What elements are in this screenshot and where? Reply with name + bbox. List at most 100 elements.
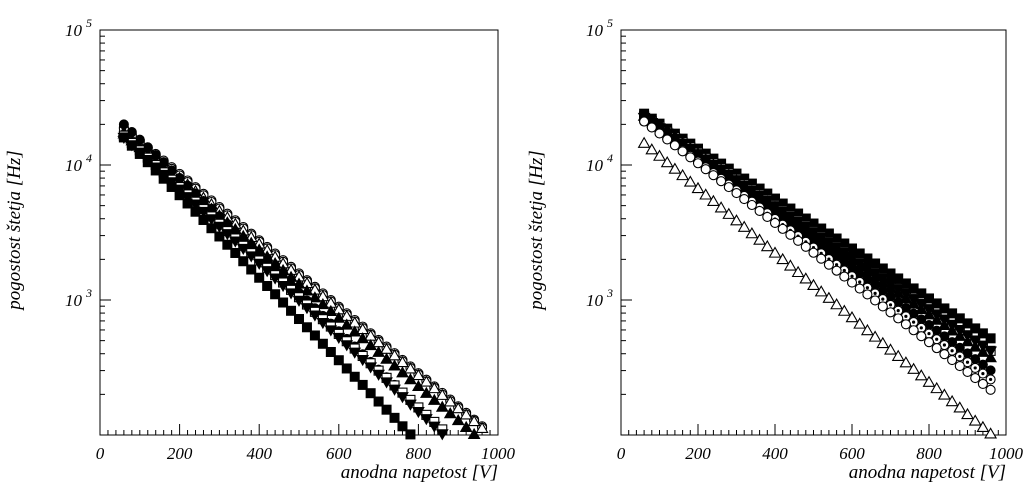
left-point-filled-square — [127, 141, 136, 150]
left-point-filled-square — [279, 298, 288, 307]
left-point-filled-square — [406, 430, 415, 439]
right-point-circle-dot-dot — [951, 349, 954, 352]
right-point-open-circle — [701, 165, 710, 174]
right-point-open-circle — [932, 344, 941, 353]
right-x-tick-label: 0 — [617, 444, 626, 463]
left-point-filled-square — [366, 389, 375, 398]
right-point-open-circle — [986, 385, 995, 394]
left-data-points — [118, 120, 487, 439]
right-x-tick-labels: 0 200 400 600 800 1000 — [617, 444, 1024, 463]
right-point-circle-dot-dot — [927, 332, 930, 335]
right-y-tick-exponent: 4 — [607, 151, 613, 165]
left-x-tick-label: 400 — [246, 444, 272, 463]
left-point-filled-square — [287, 306, 296, 315]
left-point-filled-square — [239, 257, 248, 266]
left-point-filled-circle — [119, 120, 128, 129]
left-point-filled-square — [215, 232, 224, 241]
left-point-filled-square — [263, 281, 272, 290]
right-point-open-circle — [848, 278, 857, 287]
left-point-filled-square — [135, 149, 144, 158]
right-point-open-triangle-up — [639, 138, 650, 148]
left-point-filled-square — [191, 207, 200, 216]
right-point-open-circle — [724, 183, 733, 192]
left-point-filled-square — [358, 380, 367, 389]
right-point-open-circle — [925, 338, 934, 347]
right-point-open-circle — [686, 153, 695, 162]
right-point-circle-dot-dot — [904, 315, 907, 318]
right-point-open-circle — [871, 296, 880, 305]
left-y-axis-title: pogostost štetja [Hz] — [4, 150, 25, 311]
right-x-tick-label: 1000 — [989, 444, 1024, 463]
right-point-open-circle — [840, 272, 849, 281]
right-y-tick-label: 10 4 — [586, 151, 613, 175]
right-x-tick-label: 200 — [685, 444, 711, 463]
left-x-tick-label: 1000 — [481, 444, 516, 463]
left-point-filled-square — [310, 331, 319, 340]
right-point-open-circle — [971, 374, 980, 383]
right-point-open-circle — [778, 224, 787, 233]
right-point-circle-dot-dot — [943, 343, 946, 346]
right-point-circle-dot-dot — [989, 378, 992, 381]
left-point-filled-square — [119, 133, 128, 142]
left-point-filled-square — [183, 199, 192, 208]
left-point-filled-square — [374, 397, 383, 406]
right-point-circle-dot-dot — [981, 372, 984, 375]
left-point-filled-square — [167, 182, 176, 191]
left-y-tick-exponent: 4 — [86, 151, 92, 165]
right-panel: 0 200 400 600 800 1000 103104105 anodna napet… — [526, 16, 1024, 483]
right-point-open-circle — [940, 350, 949, 359]
left-x-axis-title: anodna napetost [V] — [341, 462, 498, 483]
right-point-open-circle — [717, 177, 726, 186]
left-x-tick-label: 600 — [326, 444, 352, 463]
right-point-open-circle — [863, 290, 872, 299]
left-point-filled-square — [231, 248, 240, 257]
left-ticks — [100, 30, 498, 435]
left-y-tick-exponent: 5 — [86, 16, 92, 30]
left-plot-frame — [100, 30, 498, 435]
right-data-points — [639, 109, 997, 438]
left-point-filled-square — [318, 339, 327, 348]
right-point-open-circle — [817, 254, 826, 263]
right-point-open-circle — [855, 284, 864, 293]
right-point-open-circle — [878, 302, 887, 311]
left-x-tick-label: 800 — [406, 444, 432, 463]
right-point-circle-dot-dot — [889, 303, 892, 306]
right-point-open-circle — [948, 356, 957, 365]
right-y-tick-exponent: 3 — [606, 286, 613, 300]
left-point-filled-square — [255, 273, 264, 282]
right-point-open-circle — [886, 308, 895, 317]
left-x-tick-label: 200 — [167, 444, 193, 463]
right-point-open-circle — [955, 362, 964, 371]
left-point-filled-square — [143, 158, 152, 167]
right-point-open-circle — [909, 326, 918, 335]
right-point-open-circle — [694, 159, 703, 168]
right-x-tick-label: 400 — [762, 444, 788, 463]
left-point-filled-square — [247, 265, 256, 274]
right-point-circle-dot-dot — [912, 320, 915, 323]
right-point-open-circle — [901, 320, 910, 329]
right-point-open-circle — [663, 135, 672, 144]
right-point-circle-dot-dot — [897, 309, 900, 312]
right-point-circle-dot-dot — [858, 280, 861, 283]
right-point-open-circle — [647, 123, 656, 132]
right-point-open-circle — [670, 141, 679, 150]
left-panel: 0 200 400 600 800 1000 103104105 anodna napet… — [4, 16, 516, 483]
right-y-axis-title: pogostost štetja [Hz] — [526, 150, 547, 311]
right-x-axis-title: anodna napetost [V] — [849, 462, 1006, 483]
left-point-filled-square — [207, 224, 216, 233]
left-point-filled-square — [199, 215, 208, 224]
left-point-filled-square — [342, 364, 351, 373]
right-y-tick-labels: 103 104 105 — [586, 16, 613, 310]
right-x-tick-label: 600 — [839, 444, 865, 463]
right-point-open-circle — [655, 129, 664, 138]
right-point-open-circle — [978, 379, 987, 388]
right-point-circle-dot-dot — [920, 326, 923, 329]
right-y-tick-label: 10 3 — [586, 286, 613, 310]
right-point-circle-dot-dot — [874, 292, 877, 295]
left-y-tick-label: 10 4 — [65, 151, 92, 175]
right-point-circle-dot-dot — [881, 298, 884, 301]
right-point-open-circle — [963, 367, 972, 376]
right-y-tick-label: 10 5 — [586, 16, 613, 40]
